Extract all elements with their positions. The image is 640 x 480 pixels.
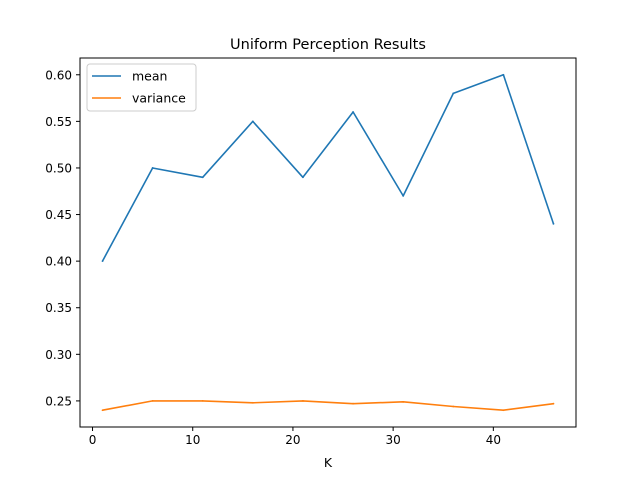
- legend-label-mean: mean: [132, 69, 167, 84]
- data-point-variance: [552, 402, 555, 405]
- y-tick-label: 0.25: [45, 394, 72, 408]
- legend: mean variance: [86, 63, 197, 112]
- data-point-mean: [552, 222, 555, 225]
- data-point-mean: [452, 92, 455, 95]
- data-point-mean: [402, 195, 405, 197]
- data-point-variance: [201, 400, 204, 402]
- y-tick-label: 0.45: [45, 208, 72, 222]
- data-point-mean: [502, 73, 505, 76]
- y-tick-label: 0.35: [45, 301, 72, 315]
- data-point-variance: [151, 400, 154, 402]
- data-point-mean: [302, 176, 304, 179]
- y-tick-label: 0.40: [45, 255, 72, 269]
- data-point-variance: [101, 409, 104, 412]
- y-tick-label: 0.30: [45, 348, 72, 362]
- data-point-mean: [201, 176, 204, 179]
- series-line-variance: [102, 400, 554, 412]
- y-tick-label: 0.50: [45, 161, 72, 175]
- data-point-mean: [251, 120, 254, 123]
- y-tick-label: 0.55: [45, 115, 72, 129]
- axis-ticks: 0 10 20 30 40 0.25 0.30 0.35 0.40 0.45 0.50 0.55 0.6…: [45, 68, 501, 447]
- data-point-variance: [502, 409, 505, 412]
- legend-label-variance: variance: [132, 91, 186, 106]
- data-point-variance: [402, 400, 405, 403]
- series-lines: [101, 73, 555, 412]
- data-point-mean: [101, 260, 104, 263]
- data-point-mean: [352, 111, 354, 113]
- data-point-mean: [151, 167, 154, 169]
- x-tick-label: 30: [385, 433, 400, 447]
- data-point-variance: [352, 402, 354, 405]
- y-tick-label: 0.60: [45, 68, 72, 82]
- x-axis-label: K: [324, 455, 333, 470]
- x-tick-label: 20: [285, 433, 300, 447]
- x-tick-label: 40: [486, 433, 501, 447]
- data-point-variance: [452, 405, 455, 408]
- plot-frame: [79, 57, 577, 428]
- data-point-variance: [302, 400, 304, 402]
- x-tick-label: 0: [89, 433, 97, 447]
- series-line-mean: [101, 74, 555, 262]
- data-point-variance: [251, 401, 254, 404]
- chart-title: Uniform Perception Results: [230, 37, 426, 53]
- x-tick-label: 10: [185, 433, 200, 447]
